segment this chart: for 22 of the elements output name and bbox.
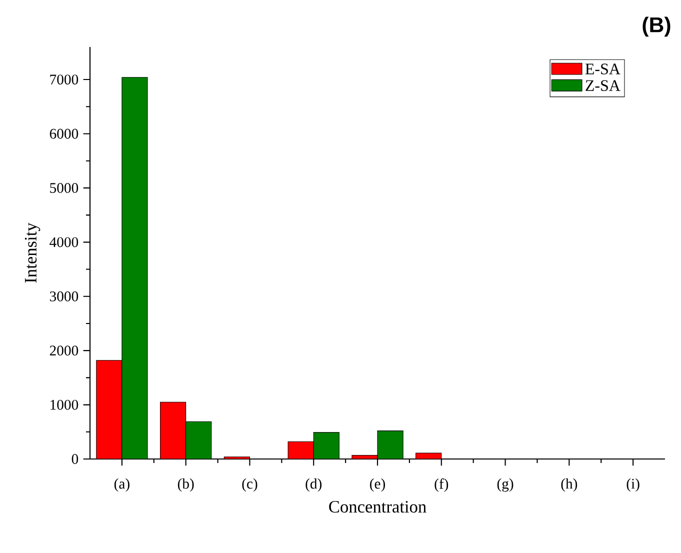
x-tick-label: (a)	[114, 478, 130, 492]
x-tick-label: (b)	[178, 478, 194, 492]
x-axis-title: Concentration	[329, 500, 426, 513]
x-tick-label: (h)	[561, 478, 578, 492]
y-axis-title: Intensity	[24, 222, 40, 283]
y-tick-label: 7000	[50, 74, 78, 84]
y-tick-label: 3000	[50, 291, 78, 302]
x-tick-label: (g)	[497, 478, 514, 492]
x-tick-label: (e)	[370, 478, 385, 492]
x-tick-label: (f)	[434, 478, 448, 492]
y-tick-label: 1000	[50, 400, 78, 410]
legend-label: Z-SA	[586, 80, 620, 91]
y-tick-label: 2000	[50, 346, 78, 356]
legend-label: E-SA	[585, 64, 620, 74]
x-tick-label: (i)	[626, 478, 640, 492]
x-tick-label: (c)	[242, 478, 258, 492]
y-tick-label: 6000	[50, 128, 78, 139]
x-tick-label: (d)	[306, 478, 322, 492]
chart-title: (B)	[642, 16, 670, 37]
y-tick-label: 0	[72, 454, 78, 464]
y-tick-label: 4000	[50, 237, 78, 248]
y-tick-label: 5000	[50, 183, 78, 193]
